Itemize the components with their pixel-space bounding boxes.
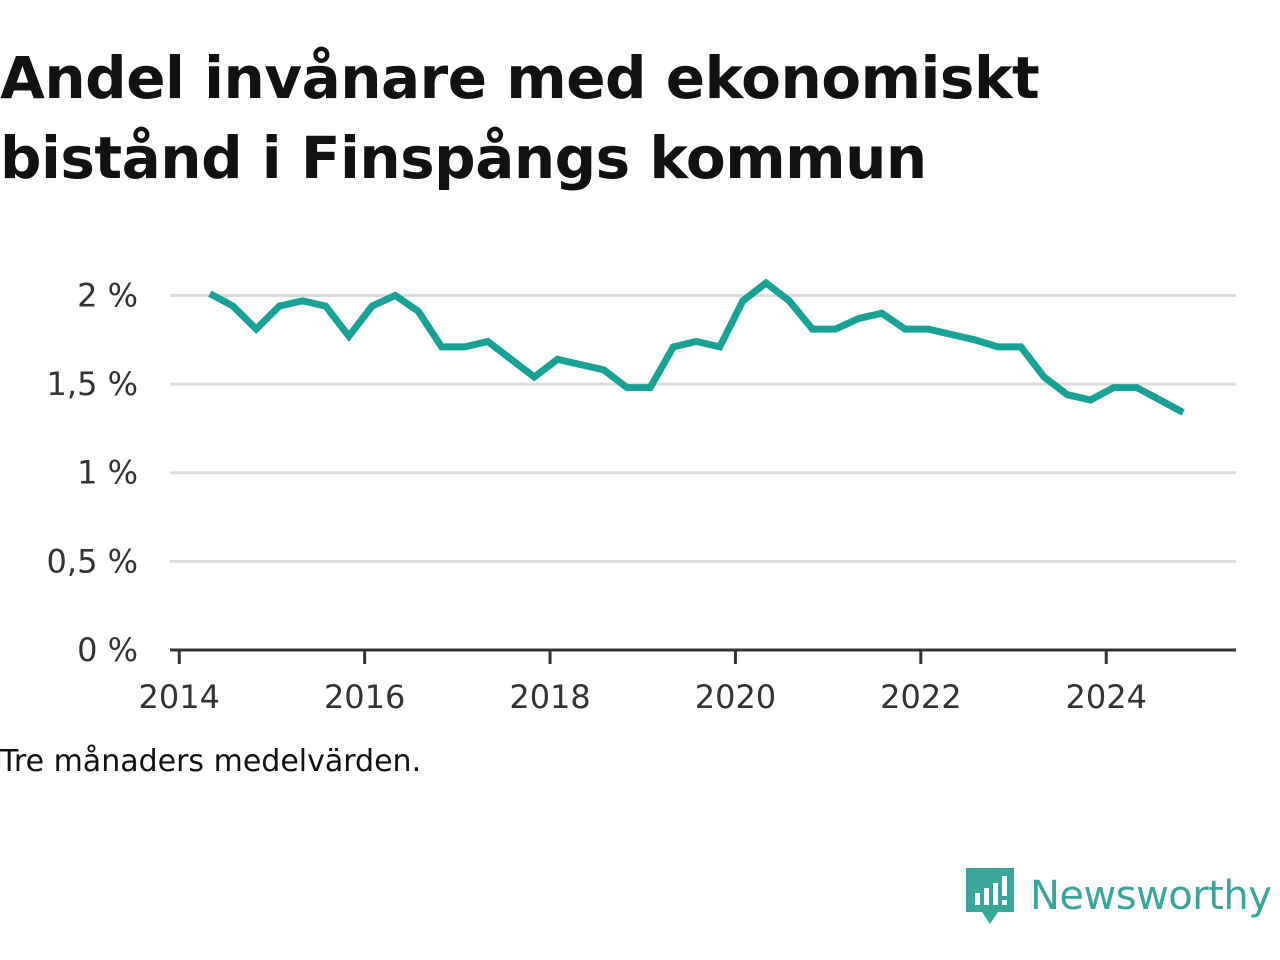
chart-note: Tre månaders medelvärden. [0,744,422,779]
y-tick-label: 1,5 % [47,365,138,403]
gridlines [170,293,1236,563]
brand-name: Newsworthy [1030,873,1272,919]
x-tick-label: 2016 [324,678,405,716]
y-tick-label: 0 % [77,631,138,669]
x-tick-label: 2018 [509,678,590,716]
x-axis-labels: 2014 2016 2018 2020 2022 2024 [139,678,1147,716]
series [208,278,1185,416]
newsworthy-logo-icon [966,868,1014,924]
x-tick-label: 2024 [1066,678,1147,716]
x-tick-label: 2022 [880,678,961,716]
y-tick-label: 1 % [77,454,138,492]
y-tick-label: 2 % [77,276,138,314]
y-tick-label: 0,5 % [47,542,138,580]
series-line [208,278,1185,416]
x-tick-label: 2014 [139,678,220,716]
line-chart: 0 % 0,5 % 1 % 1,5 % 2 % 2014 2016 2018 2020 2022… [47,276,1236,716]
y-axis-labels: 0 % 0,5 % 1 % 1,5 % 2 % [47,276,138,669]
brand-logo[interactable]: Newsworthy [964,864,1280,928]
x-axis [170,648,1236,664]
x-tick-label: 2020 [695,678,776,716]
chart-title: Andel invånare med ekonomiskt bistånd i … [0,44,1040,192]
